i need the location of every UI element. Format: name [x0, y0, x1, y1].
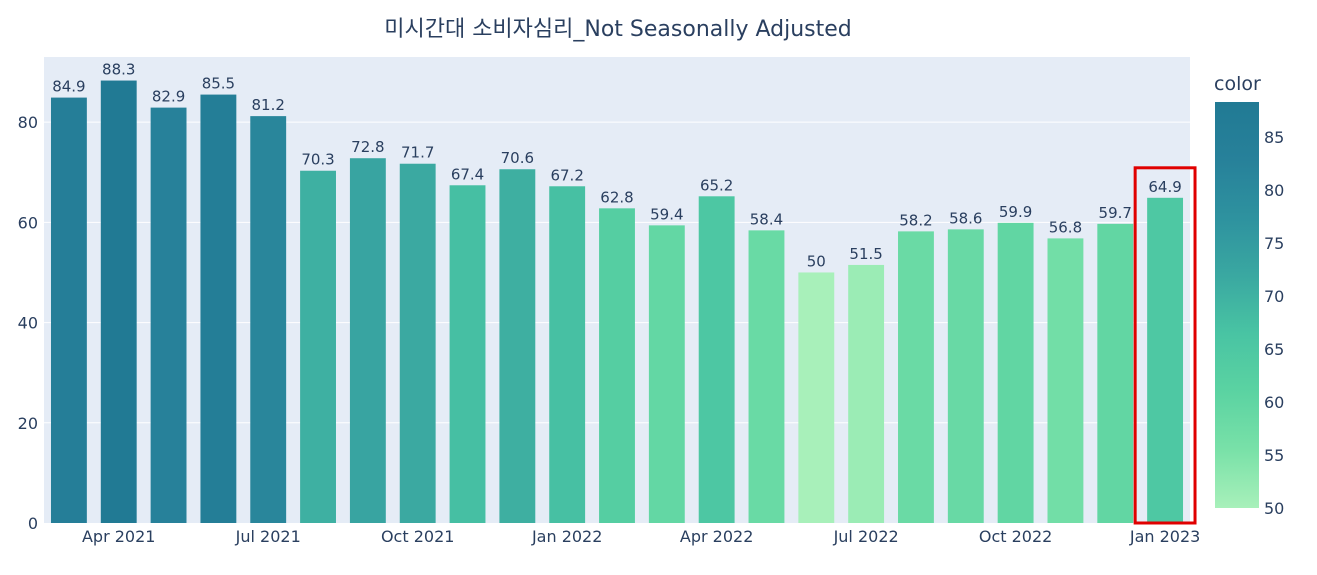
bar	[748, 230, 785, 523]
bar	[898, 231, 934, 523]
x-tick-label: Jan 2022	[531, 527, 602, 546]
bars	[50, 80, 1184, 524]
x-tick-label: Oct 2022	[979, 527, 1052, 546]
bar-value-label: 84.9	[52, 78, 85, 96]
bar	[1097, 223, 1134, 523]
colorbar-tick-label: 55	[1264, 446, 1284, 465]
bar	[349, 158, 386, 523]
bar	[1047, 238, 1084, 523]
bar-value-label: 64.9	[1148, 178, 1181, 196]
highlight-box	[1133, 166, 1197, 525]
bar	[997, 222, 1034, 524]
x-tick-label: Jul 2022	[833, 527, 899, 546]
y-tick-label: 60	[18, 213, 38, 232]
colorbar-tick-label: 70	[1264, 287, 1284, 306]
bar-value-label: 59.4	[650, 205, 683, 223]
bar	[200, 94, 237, 524]
data-labels: 84.9 88.3 82.9 85.5 81.2 70.3 72.8 71.7 67.4 70.6…	[52, 61, 1182, 271]
bar	[300, 170, 336, 523]
bar	[399, 163, 436, 523]
colorbar-tick-label: 75	[1264, 234, 1284, 253]
bar-value-label: 72.8	[351, 138, 384, 156]
bar-value-label: 62.8	[600, 188, 633, 206]
colorbar-tick-label: 65	[1264, 340, 1284, 359]
bar-value-label: 70.6	[501, 149, 534, 167]
y-tick-label: 40	[18, 314, 38, 333]
bar	[150, 107, 187, 523]
bar-value-label: 81.2	[252, 96, 285, 114]
y-axis: 0 20 40 60 80	[18, 113, 38, 533]
y-tick-label: 0	[28, 514, 38, 533]
colorbar-tick-label: 50	[1264, 499, 1284, 518]
bar	[599, 208, 635, 523]
bar	[947, 229, 984, 524]
bar	[848, 264, 885, 523]
bar-value-label: 59.7	[1099, 204, 1132, 222]
x-tick-label: Jan 2023	[1129, 527, 1200, 546]
bar-value-label: 51.5	[849, 245, 882, 263]
bar-value-label: 88.3	[102, 61, 135, 79]
bar	[648, 225, 685, 523]
bar	[1147, 197, 1184, 523]
colorbar-tick-label: 80	[1264, 181, 1284, 200]
highlight-rect	[1133, 166, 1197, 525]
x-tick-label: Jul 2021	[235, 527, 301, 546]
colorbar-title: color	[1214, 73, 1261, 95]
x-tick-label: Apr 2021	[82, 527, 155, 546]
x-tick-label: Apr 2022	[680, 527, 753, 546]
bar-value-label: 67.2	[550, 166, 583, 184]
x-tick-label: Oct 2021	[381, 527, 454, 546]
bar-value-label: 82.9	[152, 88, 185, 106]
colorbar-tick-label: 60	[1264, 393, 1284, 412]
bar-value-label: 58.2	[899, 211, 932, 229]
bar	[499, 169, 536, 524]
bar-value-label: 58.4	[750, 210, 783, 228]
bar-value-label: 65.2	[700, 176, 733, 194]
y-tick-label: 80	[18, 113, 38, 132]
bar	[698, 196, 735, 523]
bar-value-label: 85.5	[202, 75, 235, 93]
bar-value-label: 59.9	[999, 203, 1032, 221]
bar	[100, 80, 137, 523]
bar-value-label: 50	[807, 252, 826, 270]
y-tick-label: 20	[18, 414, 38, 433]
bar-value-label: 58.6	[949, 209, 982, 227]
x-axis: Apr 2021 Jul 2021 Oct 2021 Jan 2022 Apr 2022…	[82, 527, 1200, 546]
bar	[798, 272, 835, 523]
colorbar: color 50 55 60 65 70 75 80 85	[1214, 73, 1284, 518]
bar	[449, 185, 486, 523]
chart-title: 미시간대 소비자심리_Not Seasonally Adjusted	[384, 17, 852, 42]
bar	[549, 186, 586, 524]
bar-value-label: 71.7	[401, 144, 434, 162]
colorbar-tick-label: 85	[1264, 128, 1284, 147]
bar-value-label: 67.4	[451, 165, 484, 183]
bar-value-label: 56.8	[1049, 218, 1082, 236]
bar	[50, 97, 87, 523]
bar-value-label: 70.3	[301, 151, 334, 169]
colorbar-gradient	[1215, 102, 1259, 508]
bar	[250, 116, 287, 523]
